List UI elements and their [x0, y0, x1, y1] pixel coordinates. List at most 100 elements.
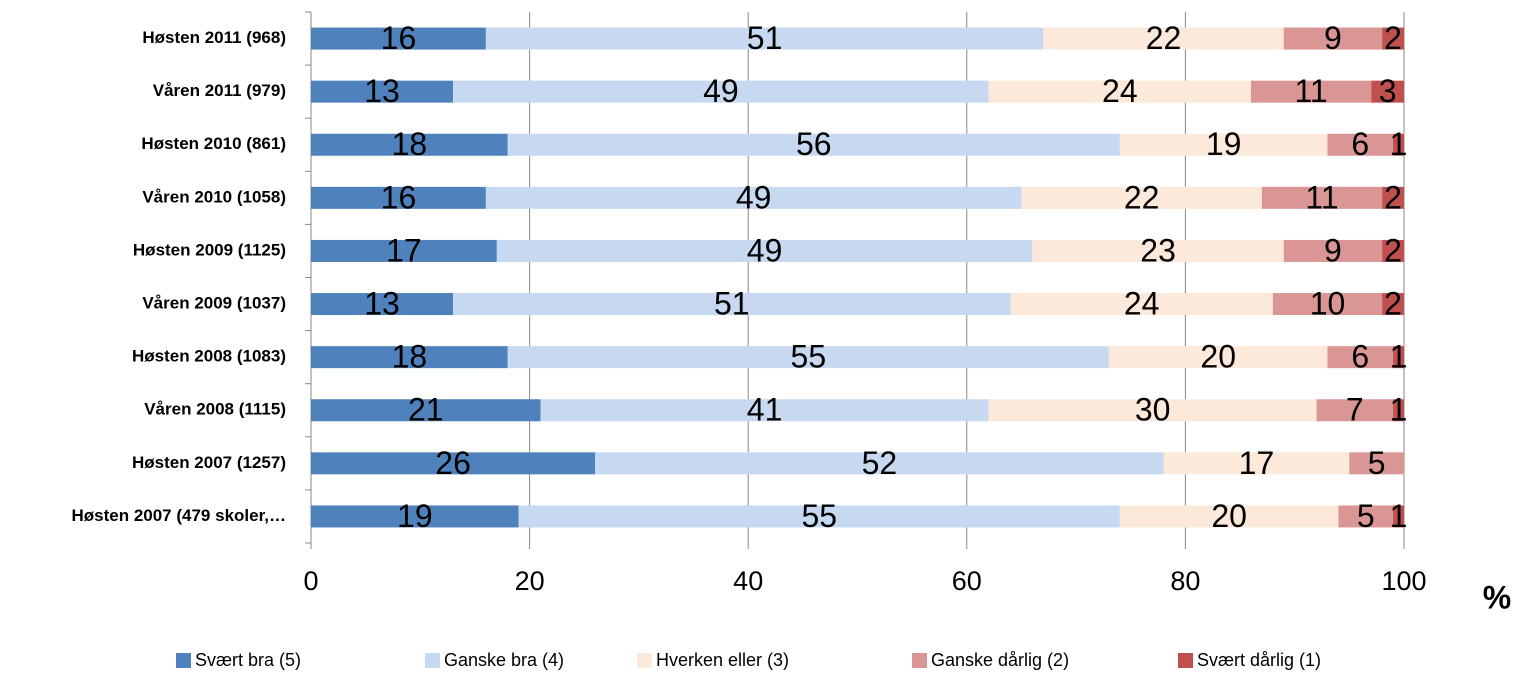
bar-segment [1108, 346, 1328, 369]
legend-label: Ganske bra (4) [444, 650, 564, 670]
data-label: 18 [392, 339, 428, 375]
data-label: 49 [703, 73, 739, 109]
bar-segment [1316, 399, 1394, 422]
data-label: 7 [1346, 392, 1364, 428]
legend-label: Hverken eller (3) [656, 650, 789, 670]
bar-segment [1032, 239, 1284, 262]
data-label: 1 [1390, 498, 1408, 534]
legend-swatch [176, 653, 191, 668]
category-label: Våren 2009 (1037) [142, 294, 286, 313]
x-tick-label: 40 [733, 566, 763, 596]
category-label: Våren 2011 (979) [153, 81, 286, 100]
data-label: 13 [364, 286, 400, 322]
bar-segment [518, 505, 1120, 528]
bar-segment [1010, 293, 1273, 316]
bar-segment [1272, 293, 1383, 316]
legend-swatch [1178, 653, 1193, 668]
legend-swatch [425, 653, 440, 668]
data-label: 1 [1390, 392, 1408, 428]
data-label: 9 [1324, 232, 1342, 268]
data-label: 5 [1357, 498, 1375, 534]
bar-segment [1382, 27, 1404, 50]
data-label: 41 [747, 392, 783, 428]
data-label: 22 [1146, 20, 1182, 56]
data-label: 10 [1310, 286, 1346, 322]
data-label: 1 [1390, 339, 1408, 375]
bar-segment [311, 27, 486, 50]
bar-segment [311, 239, 497, 262]
bar-segment [1250, 80, 1372, 103]
x-axis-label: % [1483, 579, 1511, 615]
category-label: Høsten 2010 (861) [141, 134, 286, 153]
bar-segment [311, 505, 519, 528]
bar-segment [311, 133, 508, 156]
category-label: Høsten 2011 (968) [142, 28, 286, 47]
data-label: 6 [1351, 126, 1369, 162]
bar-segment [453, 293, 1011, 316]
data-label: 13 [364, 73, 400, 109]
data-label: 3 [1379, 73, 1397, 109]
bar-segment [1327, 346, 1394, 369]
data-label: 49 [747, 232, 783, 268]
data-label: 6 [1351, 339, 1369, 375]
bar-segment [485, 27, 1044, 50]
bar-segment [1382, 186, 1404, 209]
data-label: 2 [1384, 232, 1402, 268]
bar-segment [311, 293, 454, 316]
bar-segment [1283, 239, 1383, 262]
data-label: 51 [747, 20, 783, 56]
data-label: 49 [736, 179, 772, 215]
bar-segment [1327, 133, 1394, 156]
bar-segment [1382, 239, 1404, 262]
data-label: 20 [1211, 498, 1247, 534]
category-label: Våren 2010 (1058) [142, 187, 286, 206]
data-label: 18 [392, 126, 428, 162]
category-label: Høsten 2008 (1083) [132, 347, 286, 366]
category-label: Høsten 2007 (1257) [132, 453, 286, 472]
data-label: 52 [862, 445, 898, 481]
bar-segment [1119, 505, 1339, 528]
data-label: 56 [796, 126, 832, 162]
data-label: 24 [1124, 286, 1160, 322]
data-label: 16 [381, 20, 417, 56]
data-label: 11 [1294, 73, 1327, 109]
x-tick-label: 0 [303, 566, 318, 596]
bar-segment [1119, 133, 1328, 156]
bar-segment [1393, 505, 1404, 528]
category-label: Høsten 2007 (479 skoler,… [71, 506, 286, 525]
legend-label: Ganske dårlig (2) [931, 650, 1069, 670]
data-label: 9 [1324, 20, 1342, 56]
data-label: 2 [1384, 286, 1402, 322]
bar-segment [988, 399, 1317, 422]
legend-swatch [912, 653, 927, 668]
bar-segment [595, 452, 1164, 475]
legend-label: Svært dårlig (1) [1197, 650, 1321, 670]
bar-segment [1393, 399, 1404, 422]
data-label: 19 [397, 498, 433, 534]
data-label: 30 [1135, 392, 1171, 428]
data-label: 5 [1368, 445, 1386, 481]
data-label: 21 [408, 392, 444, 428]
data-label: 2 [1384, 179, 1402, 215]
bar-segment [1163, 452, 1350, 475]
bar-segment [1382, 293, 1404, 316]
bar-segment [485, 186, 1022, 209]
data-label: 55 [801, 498, 837, 534]
data-label: 55 [791, 339, 827, 375]
bar-segment [311, 80, 454, 103]
bar-segment [1371, 80, 1404, 103]
data-label: 17 [386, 232, 422, 268]
bar-segment [1338, 505, 1394, 528]
bar-segment [496, 239, 1033, 262]
bar-segment [311, 186, 486, 209]
bar-segment [1021, 186, 1262, 209]
x-tick-label: 20 [515, 566, 545, 596]
bar-segment [311, 399, 541, 422]
data-label: 11 [1305, 179, 1338, 215]
data-label: 26 [435, 445, 471, 481]
bar-segment [1393, 346, 1404, 369]
data-label: 20 [1200, 339, 1236, 375]
bar-segment [1393, 133, 1404, 156]
category-label: Høsten 2009 (1125) [133, 240, 286, 259]
data-label: 51 [714, 286, 750, 322]
